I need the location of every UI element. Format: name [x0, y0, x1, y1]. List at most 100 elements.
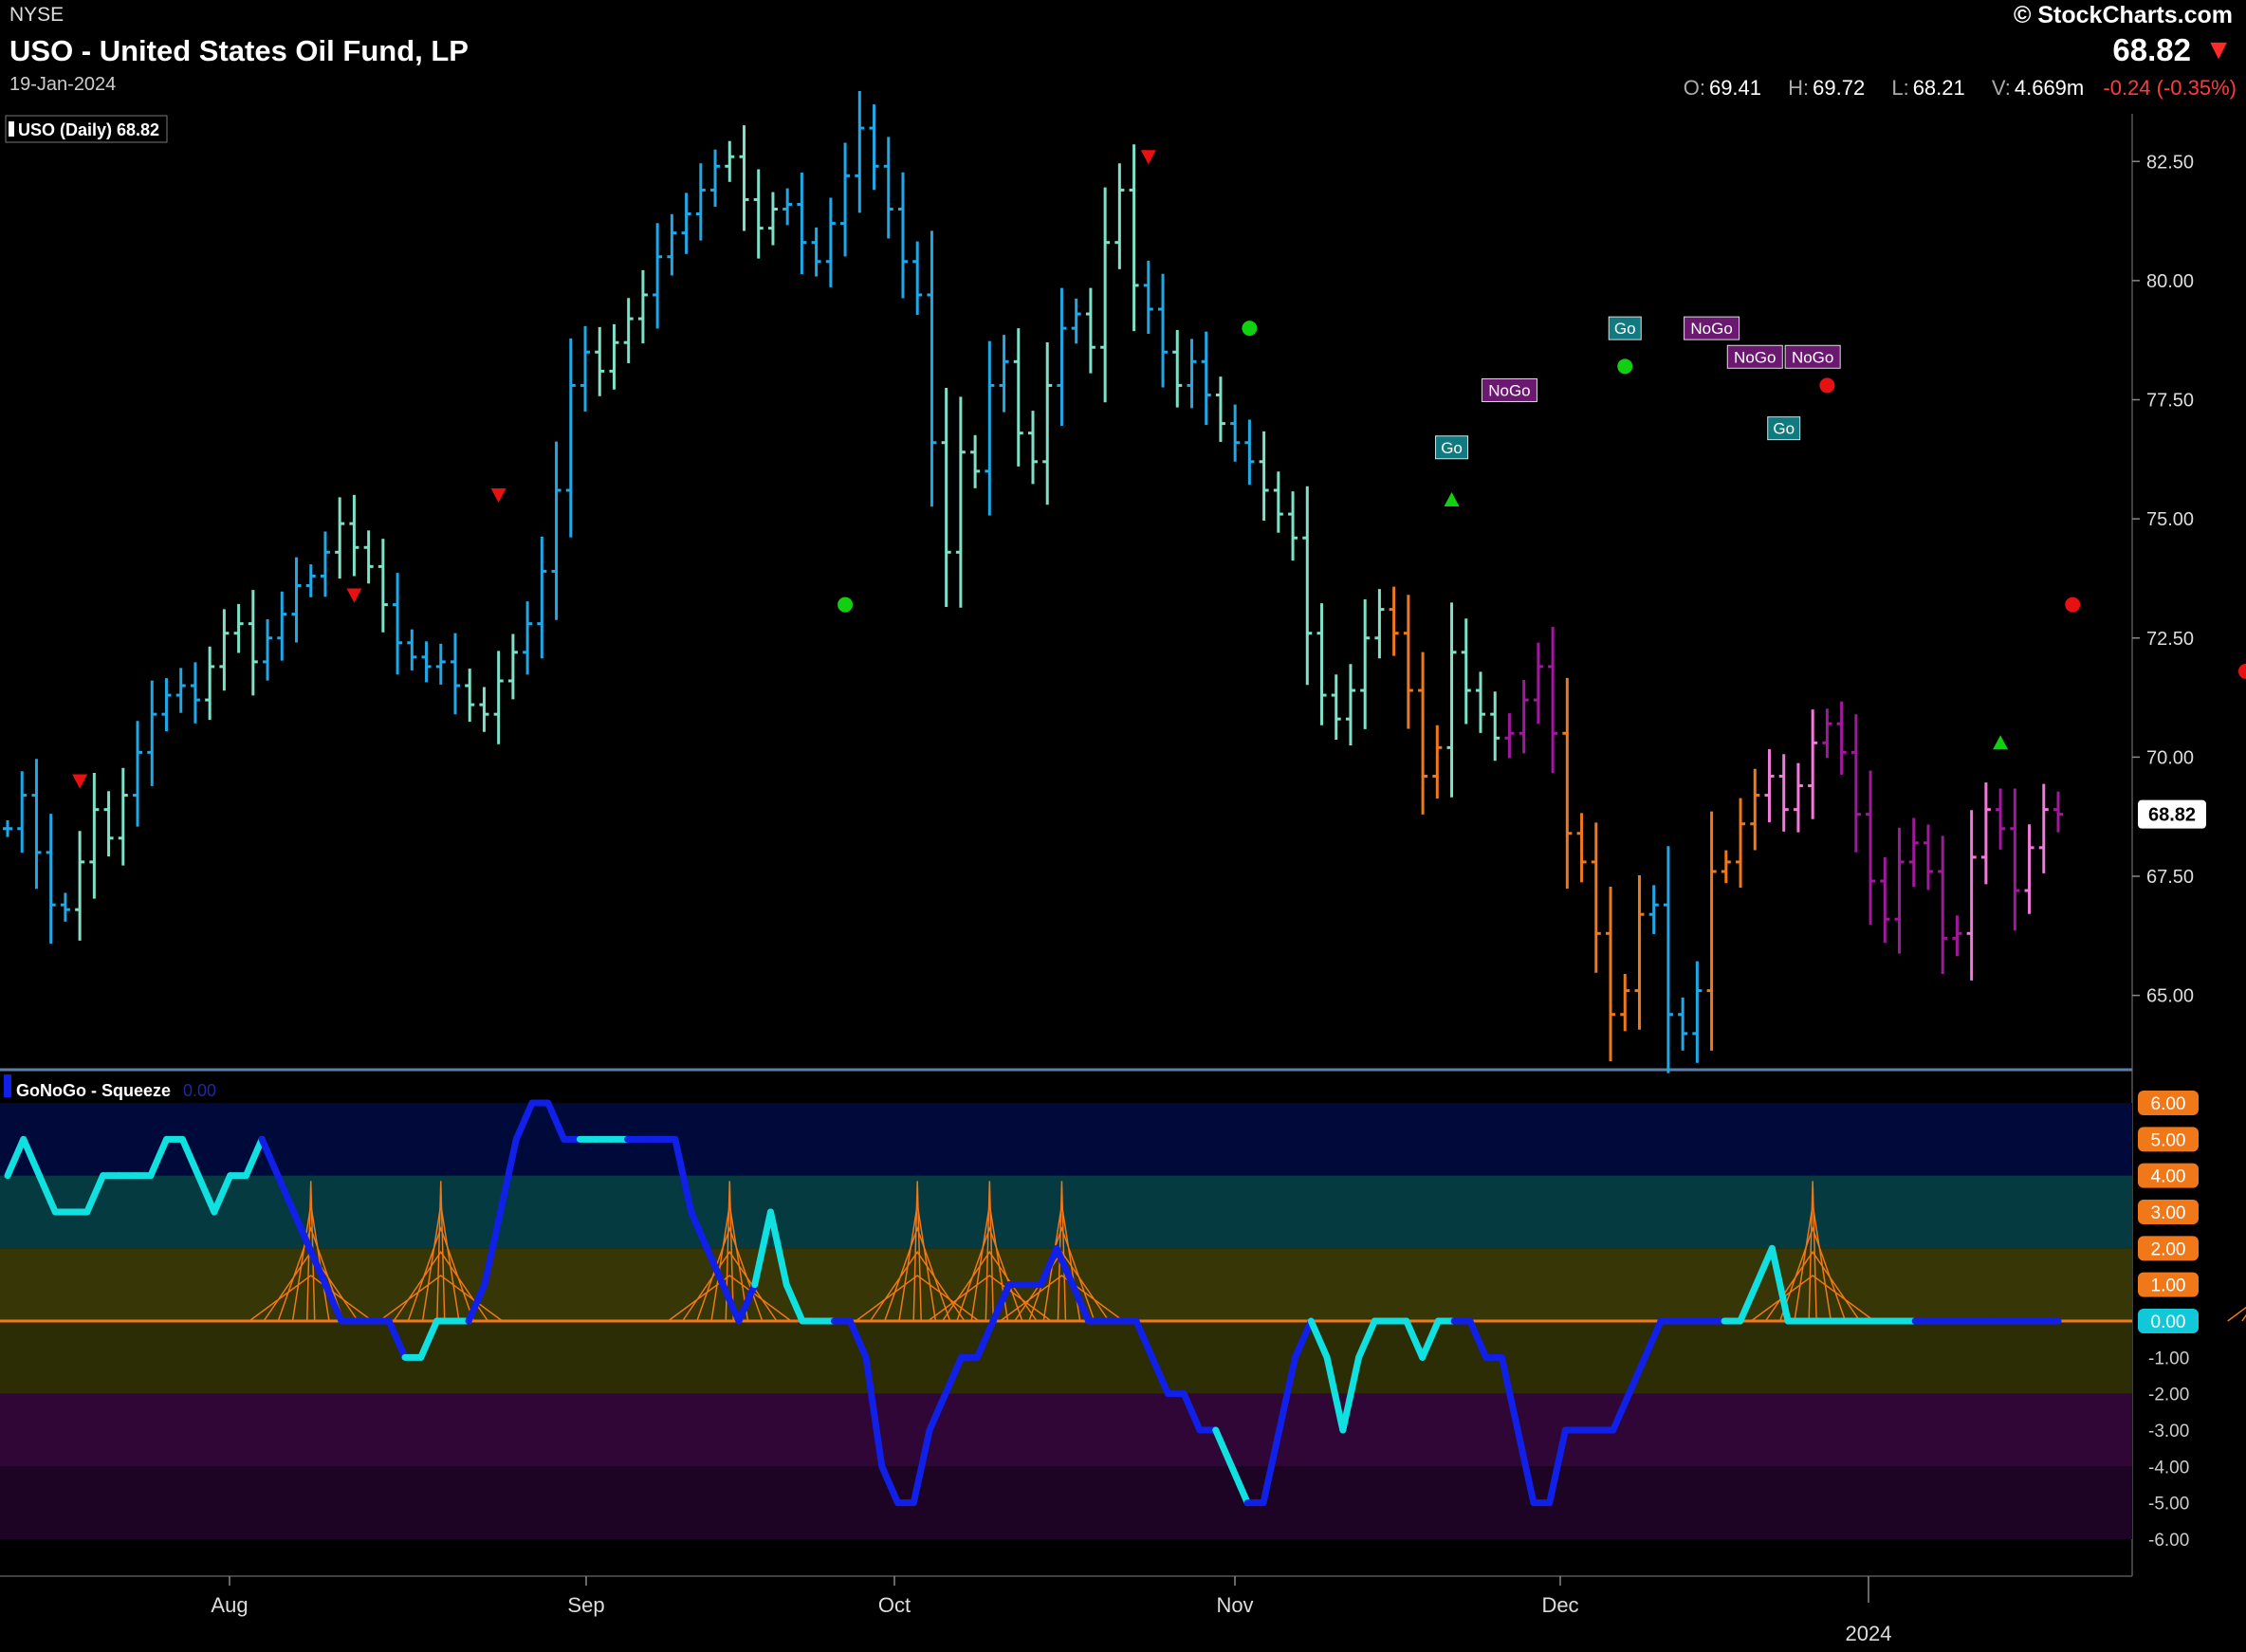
squeeze-spike	[305, 1181, 316, 1322]
squeeze-spike	[1808, 1181, 1817, 1322]
price-bar	[551, 441, 562, 620]
price-bar	[377, 539, 388, 633]
oscillator-segment	[20, 1135, 44, 1180]
price-bar	[1634, 875, 1645, 1030]
oscillator-segment	[703, 1244, 727, 1289]
price-bar	[75, 831, 85, 941]
squeeze-spike	[249, 1275, 374, 1322]
x-tick-label: Nov	[1216, 1593, 1253, 1617]
price-bar	[1894, 827, 1905, 954]
price-bar	[1172, 330, 1183, 408]
price-bar	[1345, 664, 1355, 745]
price-bar	[1908, 817, 1919, 888]
oscillator-segment	[782, 1281, 806, 1325]
nogo-dot-marker	[2065, 597, 2081, 613]
oscillator-segment	[1292, 1317, 1315, 1361]
price-tick-label: 75.00	[2146, 509, 2194, 530]
price-bar	[248, 590, 258, 696]
price-bar	[1548, 627, 1558, 774]
oscillator-segment	[147, 1135, 171, 1180]
price-bar	[825, 197, 836, 287]
price-bar	[1866, 770, 1876, 926]
price-bar	[767, 192, 778, 246]
price-bar	[1114, 163, 1125, 269]
nogo-triangle-marker	[346, 588, 362, 603]
squeeze-spike	[725, 1181, 735, 1322]
price-bar	[219, 609, 230, 691]
oscillator-segment	[194, 1172, 218, 1216]
oscillator-segment	[1069, 1281, 1093, 1325]
price-bar	[31, 759, 42, 890]
price-bar	[1966, 810, 1977, 981]
oscillator-segment	[1514, 1426, 1537, 1507]
price-bar	[955, 396, 966, 608]
oscillator-segment	[481, 1208, 505, 1289]
oscillator-segment	[1307, 1317, 1331, 1361]
price-bar	[1562, 677, 1573, 890]
price-bar	[710, 149, 721, 207]
squeeze-spike	[407, 1225, 474, 1322]
oscillator-segment	[1768, 1244, 1792, 1325]
tag-label: NoGo	[1792, 348, 1833, 366]
price-bar	[1302, 486, 1313, 686]
price-bar	[1504, 713, 1515, 759]
nogo-triangle-marker	[490, 488, 506, 503]
oscillator-segment	[544, 1099, 568, 1143]
oscillator-segment	[242, 1135, 266, 1180]
oscillator-tick-label: -1.00	[2148, 1349, 2189, 1368]
oscillator-legend-label: GoNoGo - Squeeze	[16, 1081, 171, 1100]
squeeze-spike	[927, 1275, 1052, 1322]
squeeze-spike	[681, 1250, 778, 1322]
price-bar	[3, 819, 12, 837]
oscillator-segment	[1419, 1317, 1442, 1361]
price-bar	[1100, 187, 1111, 403]
oscillator-segment	[1053, 1244, 1077, 1289]
open-label: O:	[1683, 76, 1705, 100]
nogo-dot-marker	[1819, 377, 1835, 394]
price-bar	[1663, 846, 1673, 1074]
tag-label: Go	[1773, 420, 1795, 438]
price-bar	[523, 601, 533, 675]
price-bar	[2010, 788, 2020, 931]
price-bar	[999, 335, 1009, 413]
price-bar	[1085, 287, 1095, 374]
price-bar	[435, 643, 446, 685]
squeeze-spike	[1779, 1225, 1847, 1322]
price-bar	[1360, 598, 1371, 729]
oscillator-segment	[735, 1281, 759, 1325]
x-tick-label: Oct	[878, 1593, 911, 1617]
oscillator-segment	[274, 1172, 298, 1216]
oscillator-segment	[385, 1317, 409, 1361]
price-bar	[1028, 411, 1038, 485]
price-bar	[1475, 671, 1485, 733]
tag-label: Go	[1441, 439, 1463, 457]
oscillator-segment	[1037, 1244, 1060, 1289]
price-bar	[1793, 762, 1803, 833]
price-bar	[681, 193, 691, 254]
nogo-triangle-marker	[1140, 150, 1156, 165]
price-bar	[537, 536, 547, 659]
price-bar	[349, 494, 359, 577]
price-bar	[695, 163, 706, 241]
price-bar	[335, 497, 345, 579]
oscillator-segment	[973, 1317, 997, 1361]
price-bar	[450, 633, 460, 715]
oscillator-segment	[1227, 1462, 1251, 1507]
squeeze-spike	[2227, 1306, 2246, 1322]
price-bar	[421, 641, 432, 683]
price-bar	[1706, 811, 1717, 1051]
squeeze-level-label: 3.00	[2151, 1203, 2186, 1223]
change-value: -0.24 (-0.35%)	[2103, 76, 2237, 100]
oscillator-segment	[751, 1208, 774, 1289]
go-triangle-marker	[1444, 492, 1460, 507]
squeeze-spike	[393, 1250, 489, 1322]
oscillator-segment	[1339, 1353, 1363, 1434]
price-bar	[1230, 404, 1241, 462]
price-bar	[175, 668, 186, 713]
oscillator-segment	[497, 1135, 520, 1216]
oscillator-segment	[465, 1281, 488, 1325]
price-bar	[1822, 708, 1832, 759]
oscillator-segment	[1180, 1390, 1204, 1434]
tag-label: NoGo	[1488, 381, 1530, 399]
price-bar	[233, 603, 244, 653]
